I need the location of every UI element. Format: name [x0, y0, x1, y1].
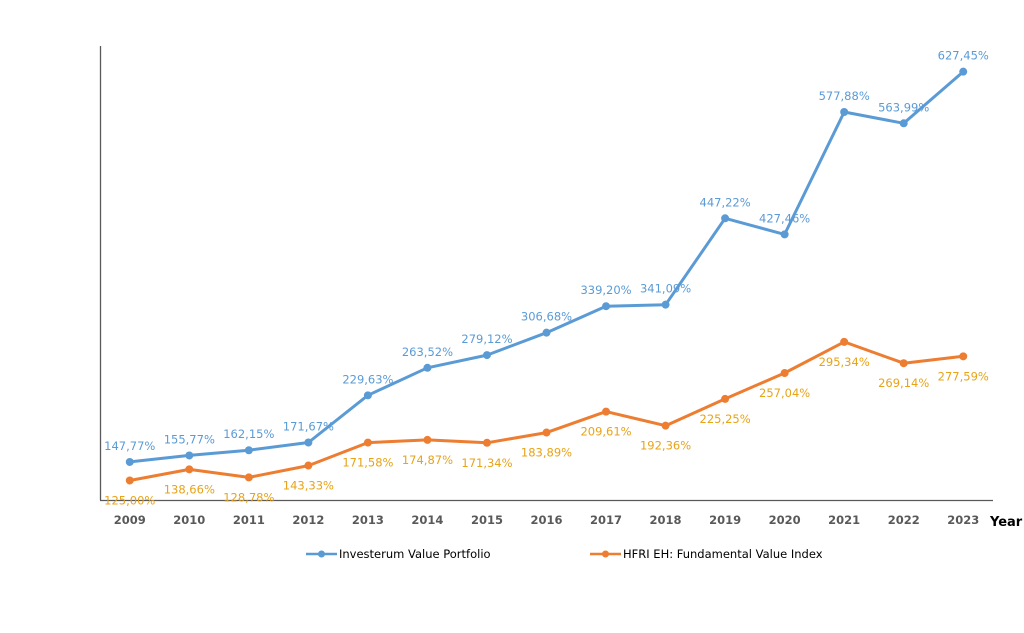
- x-tick-label: 2011: [233, 513, 265, 527]
- data-point[interactable]: [304, 461, 313, 470]
- x-tick-label: 2013: [352, 513, 384, 527]
- data-point[interactable]: [244, 446, 253, 455]
- legend-label: HFRI EH: Fundamental Value Index: [623, 547, 823, 561]
- data-point[interactable]: [185, 465, 194, 474]
- data-point[interactable]: [840, 337, 849, 346]
- series-0: [125, 67, 968, 466]
- x-tick-label: 2014: [411, 513, 443, 527]
- data-point[interactable]: [899, 359, 908, 368]
- x-tick-label: 2012: [292, 513, 324, 527]
- series-layer: [125, 67, 968, 485]
- data-point[interactable]: [959, 67, 968, 76]
- data-point[interactable]: [780, 369, 789, 378]
- x-tick-label: 2019: [709, 513, 741, 527]
- data-label: 155,77%: [164, 432, 215, 446]
- data-label: 341,09%: [640, 282, 691, 296]
- data-point[interactable]: [602, 407, 611, 416]
- data-point[interactable]: [423, 363, 432, 372]
- data-point[interactable]: [482, 438, 491, 447]
- data-label: 295,34%: [819, 355, 870, 369]
- data-point[interactable]: [721, 394, 730, 403]
- data-label: 183,89%: [521, 446, 572, 460]
- data-label: 263,52%: [402, 345, 453, 359]
- data-point[interactable]: [125, 457, 134, 466]
- data-point[interactable]: [780, 230, 789, 239]
- x-tick-label: 2020: [769, 513, 801, 527]
- data-label: 174,87%: [402, 453, 453, 467]
- data-point[interactable]: [482, 351, 491, 360]
- data-label: 269,14%: [878, 376, 929, 390]
- data-point[interactable]: [542, 428, 551, 437]
- data-point[interactable]: [125, 476, 134, 485]
- legend-item-investerum[interactable]: Investerum Value Portfolio: [306, 547, 491, 561]
- x-tick-label: 2023: [947, 513, 979, 527]
- data-point[interactable]: [185, 451, 194, 460]
- data-point[interactable]: [423, 435, 432, 444]
- legend-item-hfri[interactable]: HFRI EH: Fundamental Value Index: [590, 547, 823, 561]
- x-tick-label: 2009: [114, 513, 146, 527]
- data-label: 128,78%: [223, 490, 274, 504]
- x-tick-label: 2022: [888, 513, 920, 527]
- x-tick-label: 2015: [471, 513, 503, 527]
- legend-marker-icon: [602, 550, 609, 558]
- data-point[interactable]: [899, 119, 908, 128]
- data-label: 138,66%: [164, 482, 215, 496]
- x-tick-label: 2018: [650, 513, 682, 527]
- x-tick-label: 2017: [590, 513, 622, 527]
- data-label: 257,04%: [759, 386, 810, 400]
- data-point[interactable]: [661, 421, 670, 430]
- data-label: 577,88%: [819, 89, 870, 103]
- data-label: 171,58%: [342, 456, 393, 470]
- data-label: 209,61%: [580, 425, 631, 439]
- data-point[interactable]: [244, 473, 253, 482]
- data-label: 171,67%: [283, 420, 334, 434]
- x-tick-label: 2016: [530, 513, 562, 527]
- data-label-layer: 147,77% 155,77% 162,15% 171,67% 229,63% 263,5…: [104, 49, 989, 508]
- data-point[interactable]: [959, 352, 968, 361]
- data-label: 125,00%: [104, 493, 155, 507]
- data-label: 447,22%: [700, 195, 751, 209]
- data-label: 225,25%: [700, 412, 751, 426]
- data-point[interactable]: [721, 214, 730, 223]
- data-label: 627,45%: [938, 49, 989, 63]
- data-label: 171,34%: [461, 456, 512, 470]
- series-1: [125, 337, 968, 485]
- data-point[interactable]: [840, 108, 849, 117]
- x-tick-labels: 2009 2010 2011 2012 2013 2014 2015 2016 2017 2018…: [114, 513, 979, 527]
- data-label: 147,77%: [104, 439, 155, 453]
- data-label: 277,59%: [938, 369, 989, 383]
- data-point[interactable]: [363, 391, 372, 400]
- data-label: 563,99%: [878, 100, 929, 114]
- legend: Investerum Value Portfolio HFRI EH: Fund…: [306, 547, 823, 561]
- data-point[interactable]: [304, 438, 313, 447]
- data-point[interactable]: [602, 302, 611, 311]
- data-label: 306,68%: [521, 310, 572, 324]
- data-label: 427,46%: [759, 211, 810, 225]
- legend-label: Investerum Value Portfolio: [339, 547, 491, 561]
- data-label: 229,63%: [342, 372, 393, 386]
- x-tick-label: 2021: [828, 513, 860, 527]
- data-point[interactable]: [661, 300, 670, 309]
- legend-marker-icon: [318, 550, 325, 558]
- data-point[interactable]: [542, 328, 551, 337]
- data-label: 162,15%: [223, 427, 274, 441]
- x-axis-title: Year: [989, 515, 1023, 530]
- series-line: [129, 70, 965, 464]
- data-label: 143,33%: [283, 479, 334, 493]
- data-point[interactable]: [363, 438, 372, 447]
- data-label: 192,36%: [640, 439, 691, 453]
- x-tick-label: 2010: [173, 513, 205, 527]
- data-label: 339,20%: [580, 283, 631, 297]
- data-label: 279,12%: [461, 332, 512, 346]
